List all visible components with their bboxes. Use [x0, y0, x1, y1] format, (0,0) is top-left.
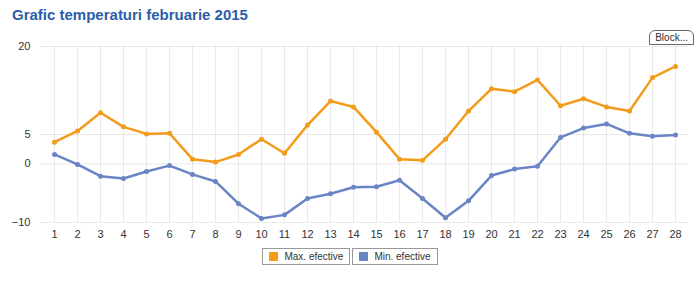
svg-text:−10: −10	[12, 216, 31, 228]
svg-text:6: 6	[166, 228, 172, 240]
svg-text:5: 5	[24, 128, 30, 140]
svg-text:3: 3	[97, 228, 103, 240]
svg-text:20: 20	[18, 40, 30, 52]
svg-text:27: 27	[646, 228, 658, 240]
html-text:Grafic temperaturi februarie 2: Grafic temperaturi februarie 2015	[12, 6, 248, 23]
svg-text:22: 22	[531, 228, 543, 240]
svg-text:16: 16	[393, 228, 405, 240]
svg-text:13: 13	[324, 228, 336, 240]
svg-text:12: 12	[301, 228, 313, 240]
svg-text:21: 21	[508, 228, 520, 240]
svg-text:5: 5	[143, 228, 149, 240]
svg-text:4: 4	[120, 228, 126, 240]
svg-text:19: 19	[462, 228, 474, 240]
html-text:Max. efective: Max. efective	[284, 251, 344, 262]
svg-text:20: 20	[485, 228, 497, 240]
svg-text:18: 18	[439, 228, 451, 240]
svg-text:25: 25	[600, 228, 612, 240]
svg-text:23: 23	[554, 228, 566, 240]
svg-text:26: 26	[623, 228, 635, 240]
svg-text:24: 24	[577, 228, 589, 240]
svg-text:10: 10	[255, 228, 267, 240]
svg-text:9: 9	[235, 228, 241, 240]
svg-text:0: 0	[24, 157, 30, 169]
svg-text:15: 15	[370, 228, 382, 240]
svg-text:11: 11	[279, 228, 290, 240]
html-text:Block...: Block...	[655, 32, 688, 43]
svg-text:7: 7	[189, 228, 195, 240]
svg-text:8: 8	[212, 228, 218, 240]
html-text:Min. efective: Min. efective	[374, 251, 431, 262]
svg-text:2: 2	[74, 228, 80, 240]
svg-text:14: 14	[347, 228, 359, 240]
svg-text:28: 28	[669, 228, 681, 240]
svg-text:17: 17	[416, 228, 428, 240]
svg-text:1: 1	[51, 228, 57, 240]
